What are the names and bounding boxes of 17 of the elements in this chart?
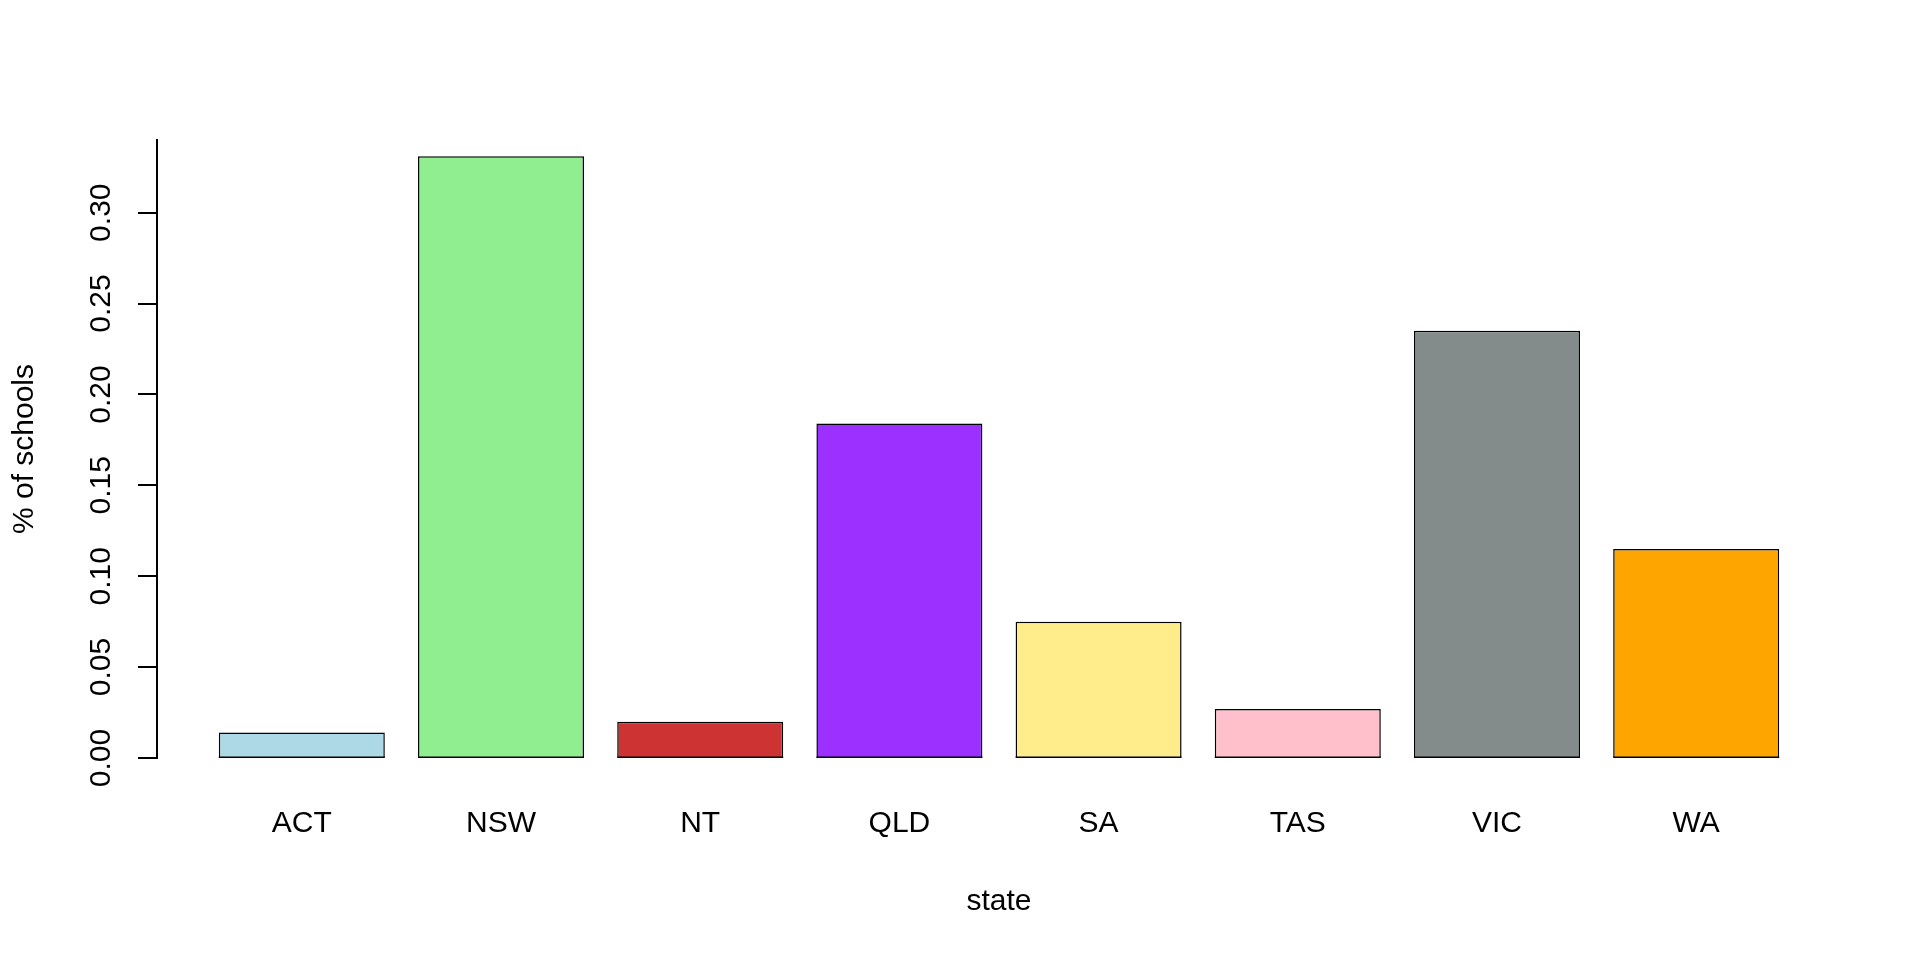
x-tick-label: SA xyxy=(1078,805,1119,839)
y-tick-label: 0.15 xyxy=(83,456,117,515)
x-tick-label: QLD xyxy=(868,805,931,839)
y-tick-label: 0.00 xyxy=(83,728,117,788)
x-tick-label: TAS xyxy=(1269,805,1326,839)
x-tick-label: VIC xyxy=(1471,805,1522,839)
y-axis-title: % of schools xyxy=(6,363,40,535)
y-tick-label: 0.30 xyxy=(83,183,117,242)
y-tick-label: 0.10 xyxy=(83,547,117,606)
y-tick-label: 0.20 xyxy=(83,365,117,424)
y-tick-label: 0.05 xyxy=(83,637,117,697)
x-tick-label: NT xyxy=(680,805,721,839)
x-tick-label: WA xyxy=(1672,805,1720,839)
y-tick-label: 0.25 xyxy=(83,274,117,333)
x-axis-title: state xyxy=(966,883,1032,917)
x-tick-label: ACT xyxy=(271,805,332,839)
x-tick-label: NSW xyxy=(466,805,537,839)
